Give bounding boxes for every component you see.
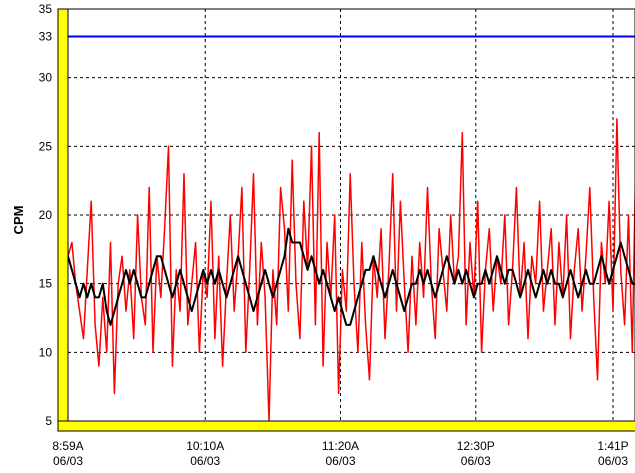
y-tick-label: 10	[39, 345, 53, 359]
x-tick-time: 10:10A	[186, 439, 224, 453]
x-tick-time: 8:59A	[52, 439, 83, 453]
x-tick-date: 06/03	[190, 454, 220, 468]
y-tick-label: 5	[45, 414, 52, 428]
x-tick-time: 11:20A	[322, 439, 359, 453]
x-tick-date: 06/03	[53, 454, 83, 468]
cpm-average-series	[68, 227, 635, 326]
x-tick-time: 1:41P	[597, 439, 628, 453]
left-yellow-bar	[57, 8, 69, 432]
y-tick-label: 35	[39, 2, 53, 16]
x-tick-date: 06/03	[598, 454, 628, 468]
y-tick-label: 15	[39, 277, 53, 291]
y-tick-label: 25	[39, 139, 53, 153]
y-tick-label: 20	[39, 208, 53, 222]
bottom-yellow-bar	[57, 420, 635, 432]
x-tick-date: 06/03	[461, 454, 491, 468]
x-tick-time: 12:30P	[457, 439, 495, 453]
x-tick-date: 06/03	[325, 454, 355, 468]
y-axis-label: CPM	[11, 206, 26, 235]
y-tick-label: 30	[39, 71, 53, 85]
y-tick-label: 33	[39, 29, 53, 43]
